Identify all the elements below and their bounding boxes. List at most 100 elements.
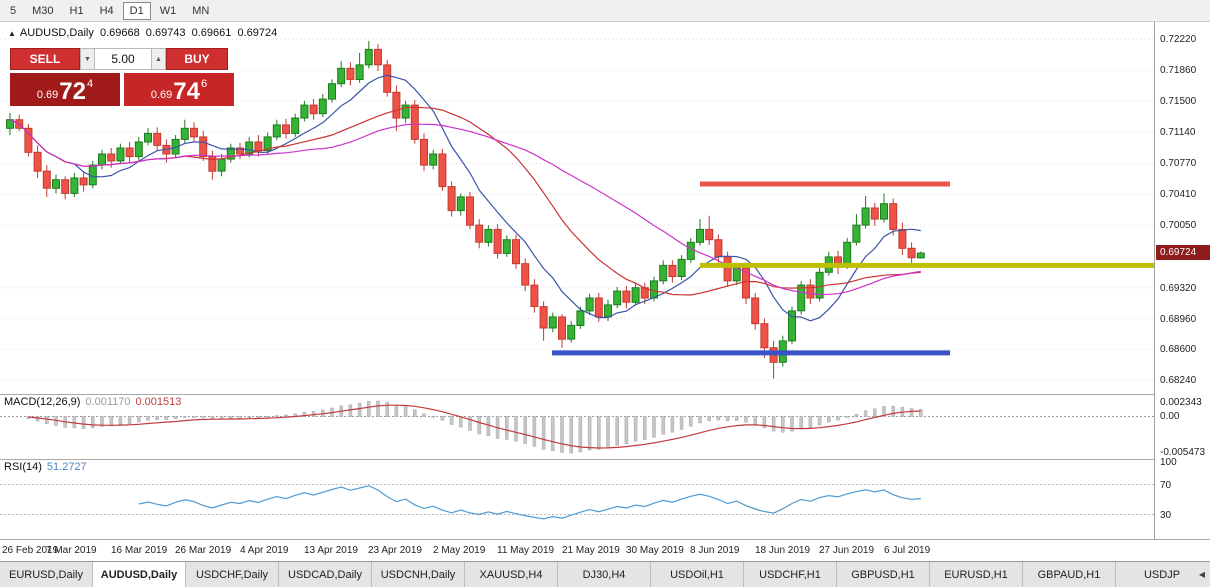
main-chart[interactable]: ▲ AUDUSD,Daily 0.69668 0.69743 0.69661 0.…	[0, 22, 1155, 394]
chart-tab-gbpaud-h1[interactable]: GBPAUD,H1	[1023, 562, 1116, 587]
rsi-axis-label: 70	[1160, 480, 1172, 491]
macd-histogram-bar	[569, 416, 573, 454]
macd-histogram-bar	[137, 416, 141, 423]
candle-body	[272, 124, 281, 138]
buy-price-display[interactable]: 0.69 74 6	[124, 73, 234, 106]
candle-body	[456, 196, 465, 212]
rsi-value: 51.2727	[46, 461, 87, 473]
timeframe-button-h1[interactable]: H1	[69, 4, 84, 17]
macd-signal-line	[28, 404, 921, 449]
timeframe-button-mn[interactable]: MN	[192, 4, 210, 17]
date-label: 23 Apr 2019	[368, 545, 422, 556]
date-label: 11 May 2019	[497, 545, 555, 556]
macd-histogram-bar	[192, 416, 196, 418]
macd-histogram-bar	[256, 416, 261, 419]
date-label: 18 Jun 2019	[755, 545, 811, 556]
buy-button[interactable]: BUY	[166, 48, 228, 70]
macd-histogram-bar	[845, 416, 849, 418]
macd-histogram-bar	[238, 416, 242, 419]
panel-separator[interactable]	[0, 459, 1210, 460]
candle-body	[447, 186, 456, 212]
lot-decrease-button[interactable]: ▼	[80, 48, 95, 70]
ma-slow[interactable]	[9, 119, 921, 296]
candle-body	[521, 263, 530, 286]
candle-body	[125, 147, 134, 158]
macd-histogram-bar	[854, 413, 859, 417]
lot-increase-button[interactable]: ▲	[151, 48, 166, 70]
candle-body	[383, 64, 392, 93]
candle-body	[567, 324, 576, 340]
macd-histogram-bar	[247, 416, 251, 419]
macd-histogram-bar	[707, 416, 711, 422]
date-axis[interactable]: 26 Feb 2019 7 Mar 2019 16 Mar 2019 26 Mar 2…	[0, 539, 1210, 561]
macd-histogram-bar	[633, 416, 638, 442]
price-axis-label: 0.68960	[1160, 314, 1197, 325]
candle-body	[502, 239, 511, 254]
candle-body	[659, 264, 668, 282]
timeframe-button-d1[interactable]: D1	[122, 1, 151, 20]
chart-tab-eurusd-h1[interactable]: EURUSD,H1	[930, 562, 1023, 587]
macd-histogram-bar	[744, 416, 748, 423]
ma-fast[interactable]	[9, 74, 921, 322]
chart-tab-audusd-daily[interactable]: AUDUSD,Daily	[93, 562, 186, 587]
macd-histogram-bar	[385, 402, 389, 417]
candlestick-chart-canvas[interactable]	[0, 22, 1155, 394]
candle-body	[880, 203, 888, 220]
macd-label: MACD(12,26,9) 0.001170 0.001513	[4, 396, 181, 408]
macd-histogram-bar	[597, 416, 601, 450]
chart-tab-xauusd-h4[interactable]: XAUUSD,H4	[465, 562, 558, 587]
macd-histogram-bar	[155, 416, 159, 420]
macd-histogram-bar	[560, 416, 564, 453]
candle-body	[392, 91, 401, 119]
candle-body	[199, 136, 208, 158]
rsi-axis-label: 100	[1160, 457, 1177, 468]
candle-body	[374, 48, 382, 66]
chart-tab-usdoil-h1[interactable]: USDOil,H1	[651, 562, 744, 587]
chart-tab-dj30-h4[interactable]: DJ30,H4	[558, 562, 651, 587]
chart-tab-eurusd-daily[interactable]: EURUSD,Daily	[0, 562, 93, 587]
candle-body	[98, 153, 106, 166]
candle-body	[668, 264, 677, 277]
macd-histogram-bar	[265, 416, 270, 418]
macd-histogram-bar	[799, 416, 803, 430]
macd-histogram-bar	[357, 403, 362, 417]
chart-tab-bar: EURUSD,Daily AUDUSD,Daily USDCHF,Daily USDC…	[0, 561, 1210, 587]
macd-histogram-bar	[403, 406, 408, 417]
sell-button[interactable]: SELL	[10, 48, 80, 70]
price-axis[interactable]: 0.72220 0.71860 0.71500 0.71140 0.70770 0.704…	[1154, 22, 1210, 539]
sell-price-display[interactable]: 0.69 72 4	[10, 73, 120, 106]
macd-histogram-bar	[753, 416, 757, 425]
candle-body	[539, 306, 548, 329]
tab-scroll-left-icon[interactable]: ◀	[1194, 562, 1210, 587]
chart-tab-usdcad-daily[interactable]: USDCAD,Daily	[279, 562, 372, 587]
timeframe-button-5[interactable]: 5	[10, 4, 17, 17]
timeframe-button-h4[interactable]: H4	[99, 4, 114, 17]
timeframe-button-m30[interactable]: M30	[32, 4, 54, 17]
macd-histogram-bar	[827, 416, 831, 423]
date-label: 8 Jun 2019	[690, 545, 740, 556]
chart-tab-usdchf-daily[interactable]: USDCHF,Daily	[186, 562, 279, 587]
panel-separator[interactable]	[0, 394, 1210, 395]
macd-histogram-bar	[173, 416, 178, 419]
lot-size-input[interactable]: 5.00	[95, 48, 151, 70]
collapse-panel-icon[interactable]: ▲	[8, 29, 16, 38]
macd-histogram-bar	[229, 416, 233, 419]
macd-histogram-bar	[578, 416, 583, 453]
timeframe-button-w1[interactable]: W1	[159, 4, 177, 17]
macd-histogram-bar	[817, 416, 822, 426]
macd-histogram-bar	[459, 416, 463, 428]
chart-tab-usdcnh-daily[interactable]: USDCNH,Daily	[372, 562, 465, 587]
date-label: 21 May 2019	[562, 545, 620, 556]
sell-price-prefix: 0.69	[36, 89, 59, 101]
candle-body	[898, 228, 907, 249]
macd-histogram-bar	[486, 416, 491, 437]
candle-body	[585, 297, 594, 312]
chart-tab-gbpusd-h1[interactable]: GBPUSD,H1	[837, 562, 930, 587]
macd-histogram-bar	[91, 416, 95, 429]
macd-histogram-bar	[919, 409, 923, 417]
chart-tab-usdchf-h1[interactable]: USDCHF,H1	[744, 562, 837, 587]
date-label: 26 Feb 2019	[2, 545, 59, 556]
macd-histogram-bar	[781, 416, 785, 433]
macd-histogram-bar	[118, 416, 123, 425]
macd-histogram-bar	[311, 411, 316, 417]
